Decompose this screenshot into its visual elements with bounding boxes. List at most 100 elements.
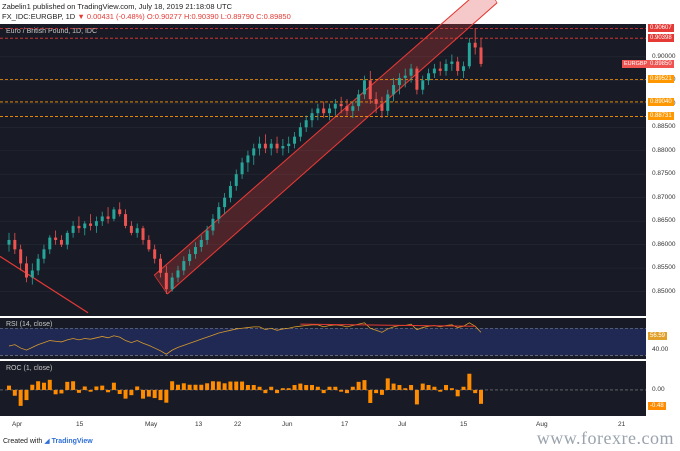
candle-body <box>333 103 337 109</box>
candle-body <box>199 239 203 247</box>
candle-body <box>182 261 186 271</box>
candle-body <box>135 228 139 233</box>
candle-body <box>397 77 401 86</box>
roc-tick: 0.00 <box>652 386 665 393</box>
channel-lower-line <box>167 2 498 295</box>
roc-bar <box>449 388 454 390</box>
candle-body <box>164 272 168 290</box>
candle-body <box>59 239 63 245</box>
candle-body <box>193 246 197 255</box>
time-tick: 17 <box>341 421 349 428</box>
roc-bar <box>251 385 256 390</box>
roc-bar <box>59 389 64 394</box>
roc-bar <box>379 389 384 395</box>
candle-body <box>427 73 431 81</box>
candle-body <box>479 47 483 64</box>
price-panel[interactable] <box>0 24 646 316</box>
roc-bar <box>47 379 52 390</box>
roc-bar <box>7 385 11 390</box>
time-tick: 15 <box>460 421 468 428</box>
rsi-band <box>0 328 646 356</box>
roc-bar <box>275 389 280 394</box>
candle-body <box>327 108 331 114</box>
candle-body <box>339 103 343 107</box>
time-tick: 15 <box>76 421 84 428</box>
candle-body <box>13 239 17 250</box>
candle-body <box>392 85 396 95</box>
candle-body <box>275 143 279 149</box>
roc-bar <box>210 381 215 390</box>
roc-bar <box>240 381 245 390</box>
candle-body <box>129 225 133 233</box>
roc-bar <box>106 389 111 393</box>
roc-bar <box>222 383 227 390</box>
footer-brand[interactable]: TradingView <box>51 438 93 445</box>
candle-body <box>252 148 256 156</box>
candle-body <box>386 94 390 111</box>
candle-body <box>36 258 40 271</box>
candle-body <box>170 277 174 290</box>
roc-bar <box>94 386 99 390</box>
rsi-tick: 40.00 <box>652 346 669 353</box>
candle-body <box>94 221 98 226</box>
roc-bar <box>339 389 344 392</box>
candle-body <box>48 237 52 250</box>
price-level-tag: 0.90607 <box>648 24 674 33</box>
roc-bar <box>263 389 268 394</box>
roc-bar <box>368 389 373 403</box>
change-value: 0.00431 (-0.48%) <box>86 12 145 21</box>
candle-body <box>444 63 448 71</box>
roc-bar <box>344 389 349 394</box>
price-tick: 0.88000 <box>652 146 676 154</box>
time-tick: 21 <box>618 421 626 428</box>
roc-bar <box>374 389 379 394</box>
candle-body <box>246 155 250 163</box>
roc-bar <box>350 386 355 390</box>
roc-panel[interactable] <box>0 361 646 416</box>
candle-body <box>7 239 11 245</box>
rsi-axis: 40.00 56.59 <box>646 318 680 359</box>
candle-body <box>409 68 413 76</box>
candle-body <box>30 270 34 278</box>
candle-body <box>322 108 326 114</box>
time-tick: Aug <box>536 421 548 428</box>
roc-bar <box>286 388 291 390</box>
candle-body <box>368 80 372 100</box>
time-tick: Apr <box>12 421 23 428</box>
roc-bar <box>257 386 262 390</box>
candle-body <box>211 218 215 231</box>
candle-body <box>298 127 302 137</box>
price-tick: 0.86000 <box>652 240 676 248</box>
roc-bar <box>409 385 414 390</box>
ohlc-values: O:0.90277 H:0.90390 L:0.89790 C:0.89850 <box>146 12 291 21</box>
roc-bar <box>245 385 250 390</box>
roc-bar <box>327 386 332 390</box>
price-level-tag: 0.88731 <box>648 112 674 121</box>
roc-bar <box>432 386 437 390</box>
candle-body <box>450 61 454 64</box>
candle-body <box>153 249 157 259</box>
candle-body <box>19 249 23 264</box>
channel-upper-line <box>154 0 470 276</box>
price-tick: 0.90000 <box>652 52 676 60</box>
candle-body <box>374 99 378 104</box>
rsi-divergence-line <box>300 323 476 327</box>
roc-bar <box>193 384 198 390</box>
price-axis[interactable]: 0.900000.895000.890000.885000.880000.875… <box>646 24 680 316</box>
roc-bar <box>170 381 175 390</box>
roc-bar <box>24 389 29 401</box>
candle-body <box>223 197 227 208</box>
footer-created-label: Created with <box>3 438 43 445</box>
time-tick: Jul <box>398 421 407 428</box>
roc-last-value: -0.48 <box>648 402 666 410</box>
roc-bar <box>234 381 239 390</box>
candle-body <box>263 143 267 149</box>
chart-canvas[interactable] <box>0 0 646 420</box>
change-arrow-icon: ▼ <box>77 12 85 21</box>
candle-body <box>54 237 58 240</box>
price-tick: 0.87000 <box>652 193 676 201</box>
candle-body <box>362 80 366 95</box>
candle-body <box>205 230 209 240</box>
candle-body <box>159 258 163 273</box>
candle-body <box>467 42 471 67</box>
